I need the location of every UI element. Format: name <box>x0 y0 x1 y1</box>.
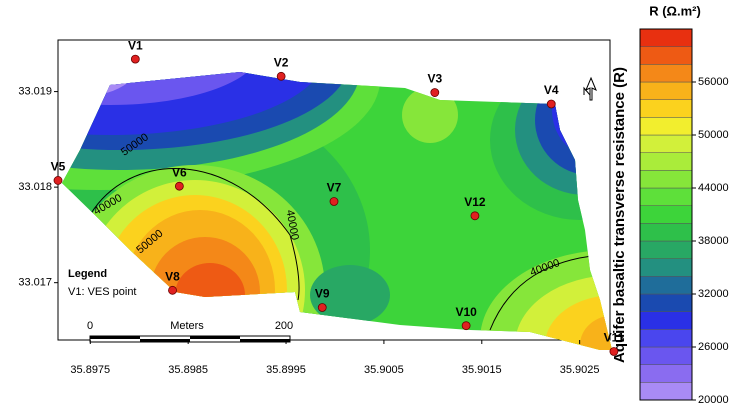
scale-bar <box>89 335 291 343</box>
colorbar-band <box>639 382 693 401</box>
colorbar-band <box>639 205 693 224</box>
colorbar-band <box>639 329 693 348</box>
colorbar-band <box>639 276 693 295</box>
colorbar-band <box>639 28 693 47</box>
x-tick-label: 35.9015 <box>462 364 502 376</box>
x-tick-label: 35.8985 <box>168 364 208 376</box>
x-tick-label: 35.8975 <box>70 364 110 376</box>
ves-point <box>276 71 286 81</box>
y-tick-label: 33.018 <box>18 181 52 193</box>
y-tick-label: 33.017 <box>18 277 52 289</box>
colorbar-tick-label: 32000 <box>698 288 729 300</box>
colorbar-band <box>639 240 693 259</box>
ves-point <box>168 285 177 295</box>
colorbar-band <box>639 364 693 383</box>
ves-point <box>317 303 327 312</box>
colorbar-tick-label: 26000 <box>698 341 729 353</box>
colorbar-band <box>639 223 693 242</box>
ves-point <box>546 99 556 109</box>
ves-point <box>430 88 440 97</box>
ves-point <box>53 176 63 185</box>
x-tick-label: 35.9025 <box>560 364 600 376</box>
ves-label: V5 <box>51 160 66 174</box>
colorbar-band <box>639 134 693 153</box>
ves-label: V3 <box>427 72 442 86</box>
colorbar-band <box>639 170 693 189</box>
colorbar-label: Aquifer basaltic transverse resistance (… <box>611 67 628 363</box>
colorbar-tick-label: 44000 <box>698 182 729 194</box>
colorbar-band <box>639 293 693 312</box>
colorbar-band <box>639 187 693 206</box>
contour-label: 40000 <box>284 209 301 241</box>
colorbar-title: R (Ω.m²) <box>649 3 701 18</box>
scale-label: 0 <box>87 320 93 332</box>
colorbar-band <box>639 46 693 65</box>
ves-point <box>470 211 480 221</box>
ves-point <box>609 347 619 356</box>
north-arrow <box>583 76 597 101</box>
ves-point <box>130 54 140 64</box>
ves-label: V8 <box>165 269 180 283</box>
colorbar-tick-label: 20000 <box>698 394 729 406</box>
colorbar-band <box>639 346 693 365</box>
legend-title: Legend <box>68 268 107 280</box>
colorbar-frame <box>639 28 693 401</box>
x-tick-label: 35.8995 <box>266 364 306 376</box>
scale-label: 200 <box>275 320 293 332</box>
colorbar-tick-label: 38000 <box>698 235 729 247</box>
colorbar-band <box>639 311 693 330</box>
ves-label: V10 <box>455 305 477 319</box>
ves-label: V7 <box>327 181 342 195</box>
ves-label: V12 <box>464 195 486 209</box>
colorbar-band <box>639 117 693 136</box>
colorbar-band <box>639 64 693 83</box>
ves-label: V1 <box>128 38 143 52</box>
x-tick-label: 35.9005 <box>364 364 404 376</box>
ves-label: V4 <box>544 83 559 97</box>
ves-point <box>329 197 339 206</box>
colorbar-band <box>639 81 693 100</box>
ves-label: V6 <box>172 165 187 179</box>
colorbar-tick-label: 56000 <box>698 76 729 88</box>
ves-point <box>461 321 471 331</box>
colorbar-band <box>639 99 693 118</box>
colorbar-band <box>639 258 693 277</box>
colorbar-band <box>639 152 693 171</box>
ves-label: V11 <box>604 331 625 345</box>
ves-label: V9 <box>315 287 330 301</box>
legend-text: V1: VES point <box>68 286 137 298</box>
colorbar-tick-label: 50000 <box>698 129 729 141</box>
ves-label: V2 <box>274 55 289 69</box>
scale-label: Meters <box>170 320 204 332</box>
y-tick-label: 33.019 <box>18 85 52 97</box>
ves-point <box>174 181 184 191</box>
